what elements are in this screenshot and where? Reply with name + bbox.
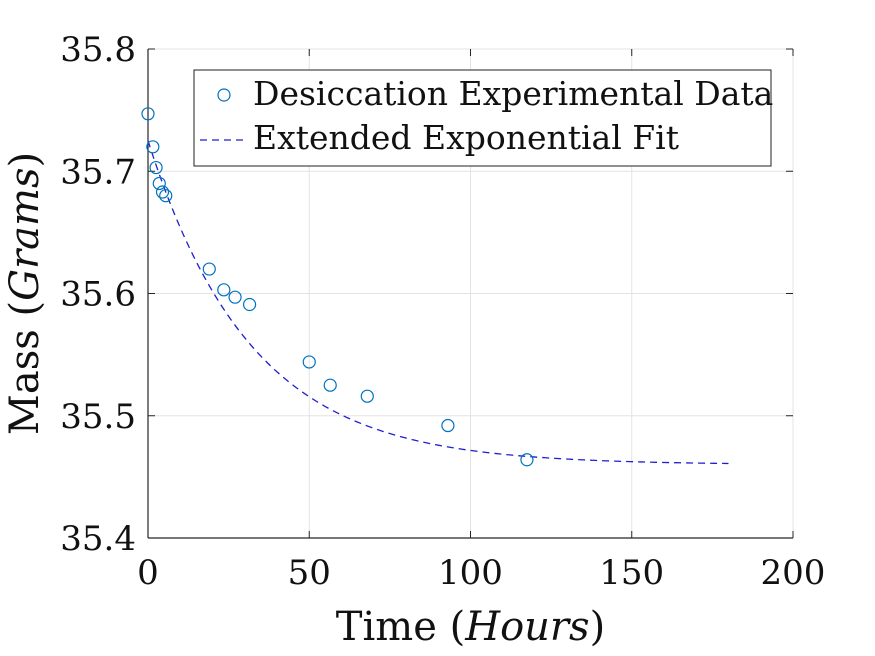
data-point xyxy=(323,378,337,392)
x-axis-label-var: Hours xyxy=(464,604,589,650)
y-tick-label: 35.4 xyxy=(60,519,136,559)
fit-line xyxy=(147,140,729,465)
x-tick-label: 0 xyxy=(137,553,159,593)
x-tick-label: 150 xyxy=(599,553,664,593)
y-axis-label-close: ) xyxy=(2,152,48,168)
data-point xyxy=(360,389,374,403)
data-point xyxy=(159,189,173,203)
legend-entry-exponential-fit: Extended Exponential Fit xyxy=(253,118,679,157)
data-point xyxy=(149,160,163,175)
y-axis-label: Mass (Grams) xyxy=(2,152,48,435)
data-point xyxy=(520,453,534,467)
x-axis-label-text: Time ( xyxy=(336,604,465,650)
data-series xyxy=(141,107,534,467)
data-point xyxy=(441,418,455,433)
legend-marker-scatter xyxy=(217,88,231,102)
y-tick-label: 35.5 xyxy=(60,397,136,437)
y-tick-label: 35.8 xyxy=(60,30,136,70)
y-axis-label-text: Mass ( xyxy=(2,301,48,435)
data-point xyxy=(302,355,316,369)
legend: Desiccation Experimental Data Extended E… xyxy=(193,69,773,167)
y-axis-label-var: Grams xyxy=(2,168,48,301)
x-axis-label-close: ) xyxy=(590,604,606,650)
y-axis: 35.4 35.5 35.6 35.7 35.8 xyxy=(60,30,793,559)
data-point xyxy=(228,290,242,304)
fit-series xyxy=(147,140,729,465)
data-point xyxy=(152,176,166,191)
x-axis-label: Time (Hours) xyxy=(336,604,605,650)
legend-entry-experimental-data: Desiccation Experimental Data xyxy=(253,74,773,113)
x-tick-label: 100 xyxy=(438,553,503,593)
data-point xyxy=(146,140,160,154)
x-tick-label: 50 xyxy=(288,553,331,593)
y-tick-label: 35.6 xyxy=(60,275,136,315)
legend-box xyxy=(193,69,772,167)
data-point xyxy=(217,283,231,297)
x-tick-label: 200 xyxy=(761,553,826,593)
y-tick-label: 35.7 xyxy=(60,152,136,192)
data-point xyxy=(155,185,170,199)
x-axis: 0 50 100 150 200 xyxy=(137,49,825,593)
data-point xyxy=(202,262,216,276)
data-point xyxy=(242,297,257,312)
data-point xyxy=(141,107,155,121)
